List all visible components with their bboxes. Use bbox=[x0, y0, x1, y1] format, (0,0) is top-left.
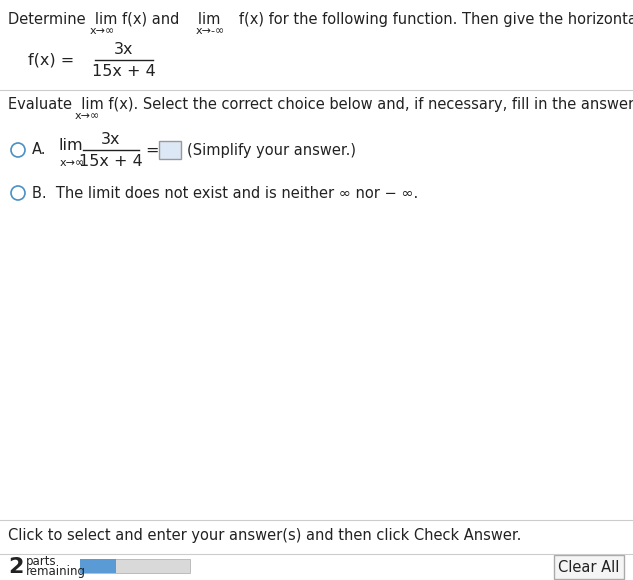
Text: 15x + 4: 15x + 4 bbox=[79, 154, 143, 169]
Text: 15x + 4: 15x + 4 bbox=[92, 64, 156, 79]
Text: x→-∞: x→-∞ bbox=[196, 26, 225, 36]
Circle shape bbox=[11, 186, 25, 200]
Text: 3x: 3x bbox=[114, 42, 134, 56]
FancyBboxPatch shape bbox=[554, 555, 624, 579]
Text: 3x: 3x bbox=[101, 132, 121, 147]
Text: B.  The limit does not exist and is neither ∞ nor − ∞.: B. The limit does not exist and is neith… bbox=[32, 186, 418, 201]
Text: 2: 2 bbox=[8, 557, 23, 577]
FancyBboxPatch shape bbox=[159, 141, 181, 159]
Text: =: = bbox=[145, 143, 158, 158]
Circle shape bbox=[11, 143, 25, 157]
Text: A.: A. bbox=[32, 143, 46, 158]
FancyBboxPatch shape bbox=[80, 559, 190, 573]
Text: x→∞: x→∞ bbox=[90, 26, 115, 36]
Text: x→∞: x→∞ bbox=[60, 158, 85, 168]
Text: Click to select and enter your answer(s) and then click Check Answer.: Click to select and enter your answer(s)… bbox=[8, 528, 522, 543]
Text: Determine  lim f(x) and    lim    f(x) for the following function. Then give the: Determine lim f(x) and lim f(x) for the … bbox=[8, 12, 633, 27]
Text: (Simplify your answer.): (Simplify your answer.) bbox=[187, 143, 356, 158]
Text: f(x) =: f(x) = bbox=[28, 53, 74, 67]
Text: remaining: remaining bbox=[26, 566, 86, 578]
Text: Evaluate  lim f(x). Select the correct choice below and, if necessary, fill in t: Evaluate lim f(x). Select the correct ch… bbox=[8, 97, 633, 112]
Text: x→∞: x→∞ bbox=[75, 111, 100, 121]
FancyBboxPatch shape bbox=[80, 559, 116, 573]
Text: Clear All: Clear All bbox=[558, 560, 620, 575]
Text: parts: parts bbox=[26, 556, 56, 568]
Text: lim: lim bbox=[58, 139, 83, 154]
